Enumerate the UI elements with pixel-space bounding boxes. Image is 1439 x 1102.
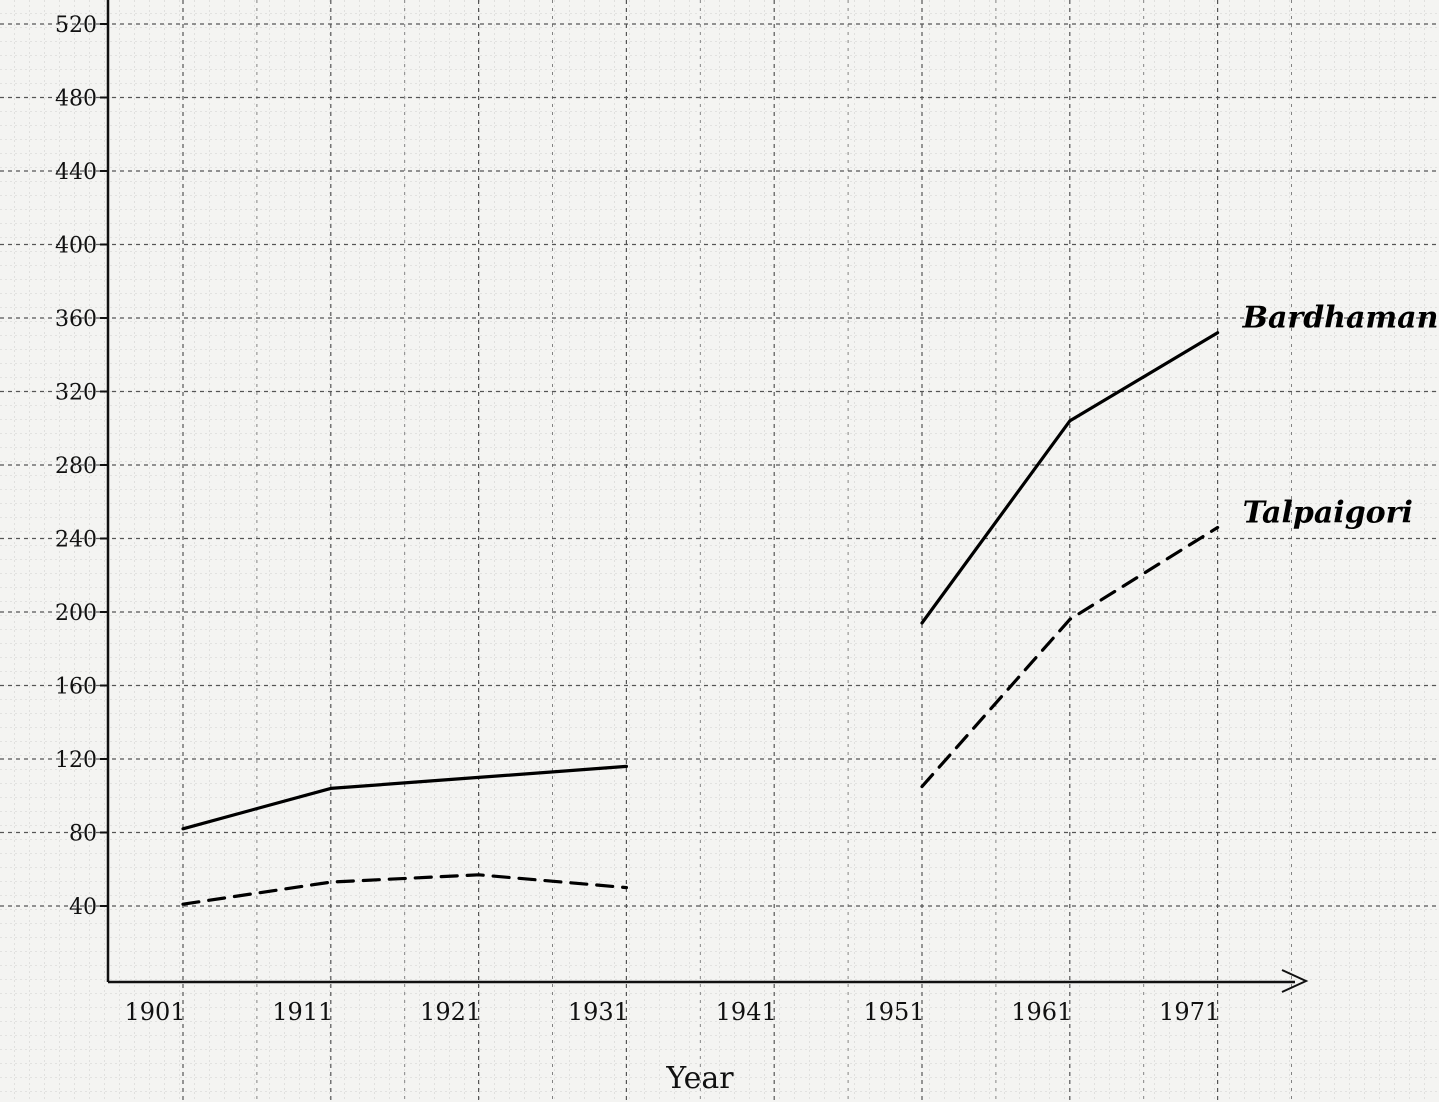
x-axis-ticks: 1901 1911 1921 1931 1941 1951 1961 1971 [124,998,1220,1026]
axes [106,0,1309,993]
series-line [181,764,629,831]
series-layer: Bardhaman Talpaigori [181,301,1439,906]
y-tick-label: 40 [69,895,97,920]
x-tick-label: 1941 [716,998,777,1026]
y-tick-label: 80 [69,822,97,847]
series-label: Bardhaman [1242,301,1439,336]
series-talpaigori: Talpaigori [181,495,1413,906]
x-tick-label: 1951 [863,998,924,1026]
x-tick-label: 1921 [420,998,481,1026]
y-tick-label: 440 [55,160,97,185]
series-label: Talpaigori [1243,495,1413,530]
y-tick-label: 200 [55,601,97,626]
y-tick-label: 400 [55,234,97,259]
y-tick-label: 520 [55,13,97,38]
x-tick-label: 1961 [1011,998,1072,1026]
y-tick-label: 360 [55,307,97,332]
x-tick-label: 1911 [272,998,333,1026]
series-line [920,331,1220,625]
y-tick-label: 280 [55,454,97,479]
y-tick-label: 480 [55,87,97,112]
x-tick-label: 1971 [1159,998,1220,1026]
x-axis-arrow [1281,969,1309,993]
y-tick-label: 120 [55,748,97,773]
series-line [920,525,1220,789]
y-tick-label: 240 [55,528,97,553]
x-axis-title: Year [665,1061,734,1096]
series-bardhaman: Bardhaman [181,301,1439,831]
x-tick-label: 1901 [124,998,185,1026]
x-tick-label: 1931 [568,998,629,1026]
y-tick-label: 320 [55,381,97,406]
y-axis-ticks: 40 80 120 160 200 240 280 320 360 400 440 480 520 [55,13,108,920]
series-line [181,873,629,906]
y-tick-label: 160 [55,675,97,700]
